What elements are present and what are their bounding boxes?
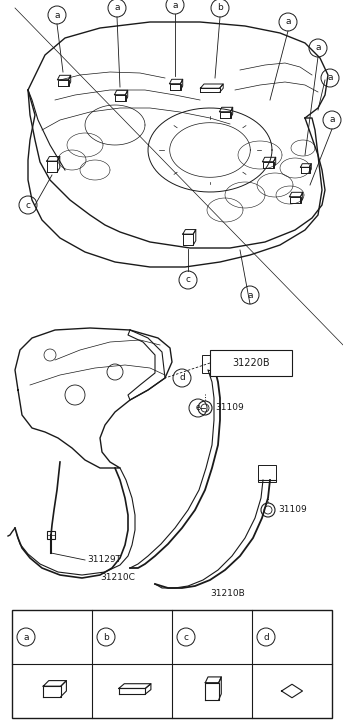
Text: d: d: [263, 632, 269, 641]
Text: b: b: [103, 632, 109, 641]
Bar: [202, 355, 222, 373]
Text: a: a: [329, 116, 335, 124]
Text: 31101B: 31101B: [38, 632, 73, 641]
Text: c: c: [25, 201, 31, 209]
Text: 31101H: 31101H: [118, 632, 154, 641]
Text: e: e: [196, 403, 200, 412]
Text: c: c: [186, 276, 190, 284]
Text: 31220B: 31220B: [232, 358, 270, 368]
Text: a: a: [315, 44, 321, 52]
Text: 31210C: 31210C: [100, 574, 135, 582]
Text: a: a: [23, 632, 29, 641]
Text: 31210B: 31210B: [210, 588, 245, 598]
Bar: [47, 531, 55, 539]
Text: a: a: [172, 1, 178, 9]
Bar: [12, 610, 332, 718]
Text: b: b: [217, 4, 223, 12]
Text: 31109: 31109: [278, 505, 307, 515]
Bar: [258, 465, 276, 482]
Text: 31101F: 31101F: [278, 632, 312, 641]
Text: a: a: [114, 4, 120, 12]
Text: 31129T: 31129T: [87, 555, 121, 564]
Text: a: a: [247, 291, 253, 300]
Text: a: a: [285, 17, 291, 26]
Text: 31109: 31109: [215, 403, 244, 412]
Text: a: a: [54, 10, 60, 20]
Text: d: d: [179, 374, 185, 382]
Bar: [210, 350, 292, 376]
Text: 31103F: 31103F: [198, 632, 232, 641]
Text: c: c: [184, 632, 189, 641]
Text: a: a: [327, 73, 333, 82]
